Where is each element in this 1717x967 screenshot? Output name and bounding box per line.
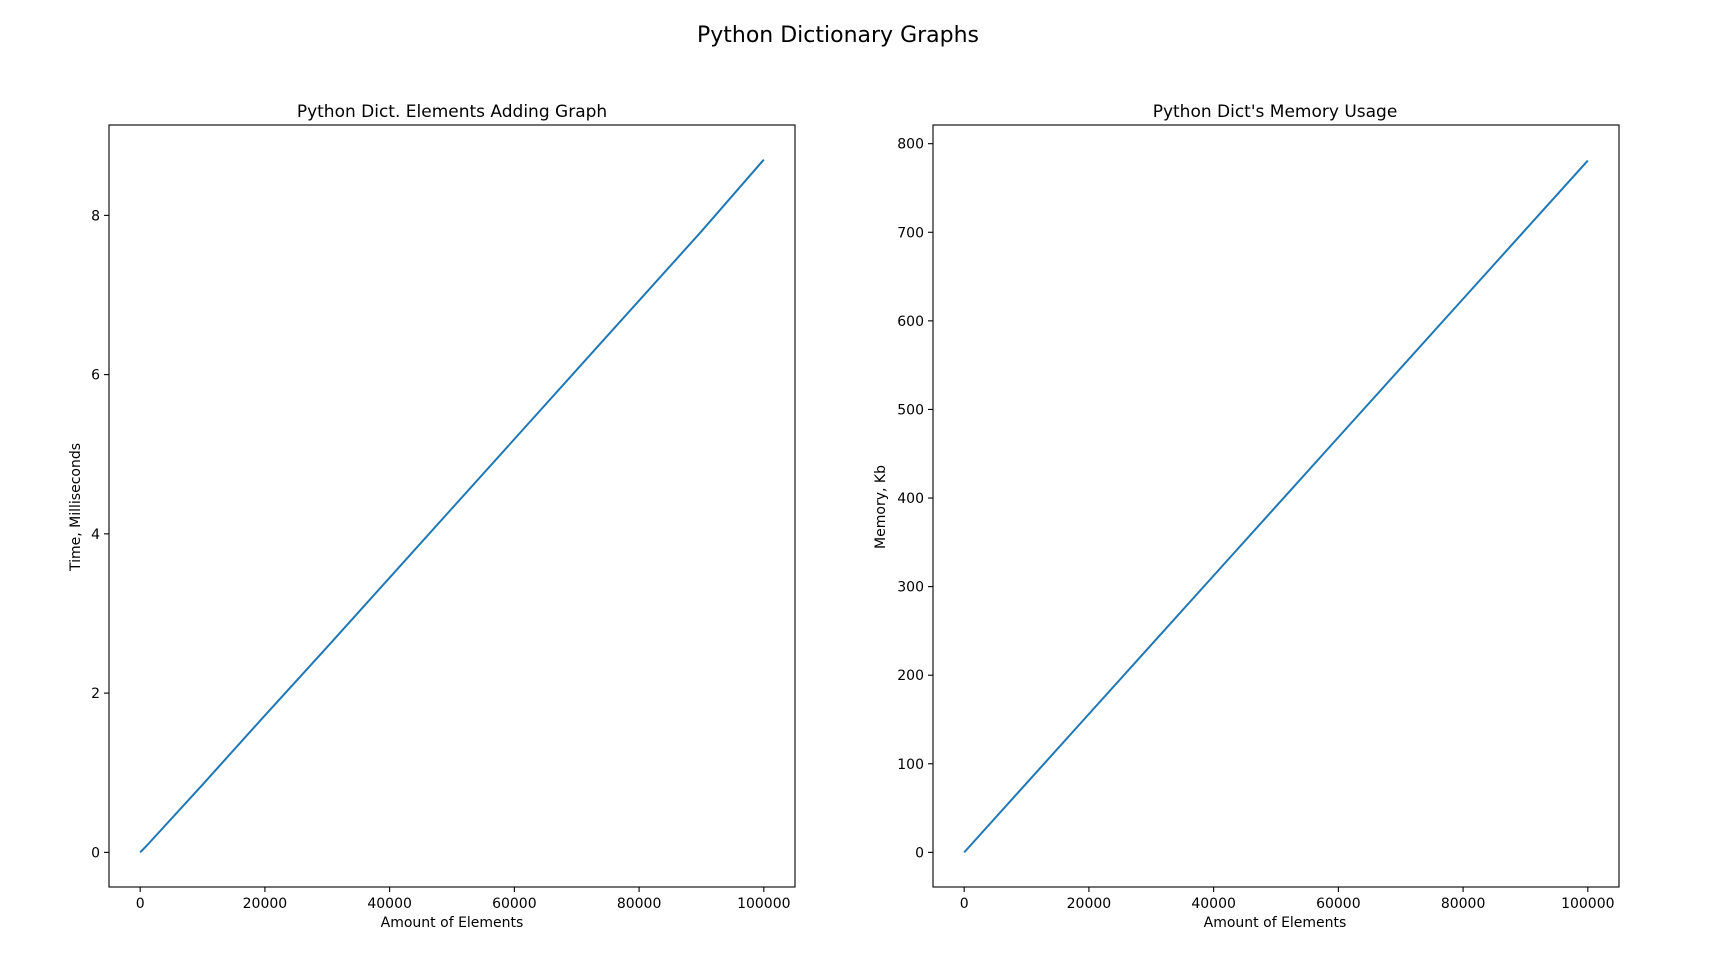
- x-tick-label: 0: [960, 896, 969, 912]
- y-tick-label: 0: [91, 845, 100, 861]
- x-tick-label: 40000: [1191, 896, 1236, 912]
- x-axis-label: Amount of Elements: [381, 915, 524, 931]
- plot-frame: [108, 124, 796, 888]
- chart-title: Python Dict's Memory Usage: [1153, 102, 1398, 122]
- y-tick-label: 200: [897, 668, 924, 684]
- y-tick-label: 8: [91, 208, 100, 224]
- x-axis-label: Amount of Elements: [1204, 915, 1347, 931]
- y-tick-label: 0: [915, 845, 924, 861]
- x-tick-label: 80000: [1441, 896, 1486, 912]
- y-axis-label: Time, Milliseconds: [68, 443, 84, 572]
- x-tick-label: 80000: [617, 896, 662, 912]
- figure-title: Python Dictionary Graphs: [697, 23, 979, 48]
- x-tick-label: 60000: [1316, 896, 1361, 912]
- y-tick-label: 6: [91, 368, 100, 384]
- series-line: [963, 159, 1589, 854]
- y-tick-label: 2: [91, 686, 100, 702]
- chart-memory: Python Dict's Memory Usage Amount of Ele…: [873, 102, 1620, 931]
- x-tick-label: 20000: [1067, 896, 1112, 912]
- y-axis-label: Memory, Kb: [873, 465, 889, 549]
- series-line: [139, 158, 765, 854]
- plot-frame: [932, 124, 1620, 888]
- chart-time: Python Dict. Elements Adding Graph Amoun…: [68, 102, 796, 931]
- y-tick-label: 4: [91, 527, 100, 543]
- y-tick-label: 500: [897, 402, 924, 418]
- chart-title: Python Dict. Elements Adding Graph: [297, 102, 607, 122]
- x-tick-label: 60000: [492, 896, 537, 912]
- x-tick-label: 100000: [1561, 896, 1614, 912]
- x-tick-label: 100000: [737, 896, 790, 912]
- y-tick-label: 700: [897, 225, 924, 241]
- y-tick-label: 800: [897, 137, 924, 153]
- y-tick-label: 300: [897, 580, 924, 596]
- x-tick-label: 20000: [243, 896, 288, 912]
- y-tick-label: 100: [897, 757, 924, 773]
- y-tick-label: 600: [897, 314, 924, 330]
- x-tick-label: 40000: [367, 896, 412, 912]
- y-tick-label: 400: [897, 491, 924, 507]
- x-tick-label: 0: [136, 896, 145, 912]
